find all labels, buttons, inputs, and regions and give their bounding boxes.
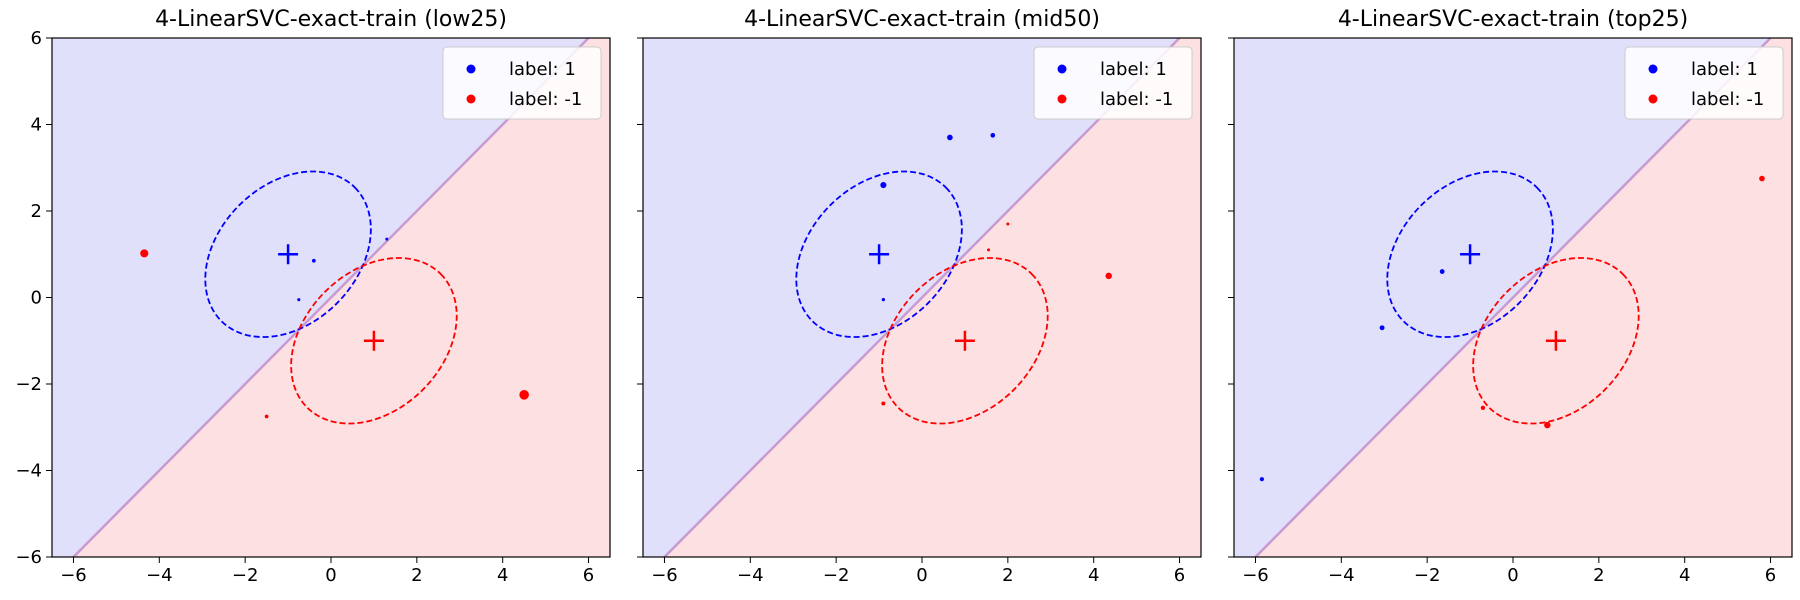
panel-2-x-tick-label-2: −4	[737, 565, 764, 586]
panel-2-x-tick-label-1: −6	[651, 565, 678, 586]
panel-2-class-center-1	[869, 244, 890, 265]
panel-2-x-tick-label-5: 2	[1002, 565, 1013, 586]
panel-2-legend-label-1: label: 1	[1100, 59, 1167, 80]
panel-1-x-tick-label-5: 2	[411, 565, 422, 586]
panel-1-title: 4-LinearSVC-exact-train (low25)	[155, 7, 507, 32]
panel-2-covariance-ellipse-2	[881, 257, 1049, 425]
panel-3-legend-label-2: label: -1	[1691, 89, 1764, 110]
panel-2-series-1-point-4	[881, 298, 886, 302]
panel-1-legend-box	[442, 46, 602, 120]
panel-1-x-tick-label-6: 4	[497, 565, 508, 586]
panel-2-title: 4-LinearSVC-exact-train (mid50)	[744, 7, 1100, 32]
panel-3-x-tick-label-4: 0	[1507, 565, 1518, 586]
panel-2-legend-label-2: label: -1	[1100, 89, 1173, 110]
panel-3-covariance-ellipse-1	[1386, 170, 1554, 338]
panel-2-series-1-point-1	[947, 134, 953, 141]
panel-2-series-2-point-2	[987, 248, 991, 252]
panel-1-series-1-point-1	[311, 258, 316, 263]
panel-1-x-tick-label-2: −4	[146, 565, 173, 586]
panel-1-y-tick-label-5: 2	[31, 201, 42, 222]
panel-3-x-tick-label-3: −2	[1414, 565, 1441, 586]
panel-1-class-center-2	[363, 330, 384, 351]
panel-3-title: 4-LinearSVC-exact-train (top25)	[1338, 7, 1688, 32]
panel-3-series-1-point-2	[1379, 325, 1385, 331]
panel-2-covariance-ellipse-1	[795, 170, 963, 338]
panel-1-x-tick-label-1: −6	[60, 565, 87, 586]
panel-2-series-1-point-2	[990, 133, 996, 138]
panel-3-class-center-1	[1460, 244, 1481, 265]
panel-2-series-1-point-3	[880, 181, 887, 189]
panel-2-series-2-point-1	[1006, 222, 1010, 226]
panel-2-class-center-2	[954, 330, 975, 351]
panel-3-legend: label: 1 label: -1	[1624, 46, 1784, 120]
panel-1-y-tick-label-6: 4	[31, 115, 42, 136]
panel-3-x-tick-label-7: 6	[1765, 565, 1776, 586]
panel-2-x-tick-label-4: 0	[916, 565, 927, 586]
panel-3-legend-label-1: label: 1	[1691, 59, 1758, 80]
panel-2: −6 −4 −2 0 2 4 6 4-LinearSVC-exact-train (mid50…	[637, 7, 1202, 586]
panel-1-series-1-point-2	[297, 298, 301, 302]
panel-1-legend-label-2: label: -1	[509, 89, 582, 110]
panel-3-x-tick-label-1: −6	[1242, 565, 1269, 586]
panel-1-series-2-point-2	[264, 414, 269, 419]
panel-3-covariance-ellipse-2	[1472, 257, 1640, 425]
panel-1-plot-area	[52, 38, 610, 557]
panel-3-series-1-point-1	[1439, 269, 1445, 274]
panel-2-series-2-point-3	[1105, 272, 1112, 280]
panel-1-legend-marker-2	[466, 94, 476, 104]
panel-1-legend-label-1: label: 1	[509, 59, 576, 80]
panel-2-legend: label: 1 label: -1	[1033, 46, 1193, 120]
panel-3-series-2-point-3	[1544, 421, 1551, 429]
panel-1-class-center-1	[278, 244, 299, 265]
panel-1-y-tick-label-7: 6	[31, 28, 42, 49]
panel-3-series-2-point-2	[1480, 405, 1486, 410]
panel-1-series-1-point-3	[385, 237, 389, 241]
panel-1-x-tick-label-3: −2	[232, 565, 259, 586]
panel-3-x-tick-label-2: −4	[1328, 565, 1355, 586]
panel-1: −6 −4 −2 0 2 4 6 −6 −4 −2 0 2 4 6 4-LinearSVC-exact-tr…	[15, 7, 611, 586]
panel-1-legend: label: 1 label: -1	[442, 46, 602, 120]
panel-1-series-2-point-1	[140, 249, 149, 258]
panel-2-x-tick-label-6: 4	[1088, 565, 1099, 586]
panel-3-legend-box	[1624, 46, 1784, 120]
panel-1-legend-marker-1	[466, 64, 476, 74]
panel-1-series-2-point-3	[519, 390, 529, 400]
panel-2-legend-marker-1	[1057, 64, 1067, 74]
panel-3-legend-marker-2	[1648, 94, 1658, 104]
panel-2-series-2-point-4	[881, 401, 886, 406]
panel-1-x-tick-label-7: 6	[583, 565, 594, 586]
panel-2-legend-marker-2	[1057, 94, 1067, 104]
panel-1-y-tick-label-1: −6	[15, 547, 42, 568]
panel-3: −6 −4 −2 0 2 4 6 4-LinearSVC-exact-train (top25…	[1228, 7, 1793, 586]
panel-1-covariance-ellipse-2	[290, 257, 458, 425]
panel-2-x-tick-label-3: −2	[823, 565, 850, 586]
panel-1-y-tick-label-2: −4	[15, 461, 42, 482]
panel-2-legend-box	[1033, 46, 1193, 120]
panel-1-x-tick-label-4: 0	[325, 565, 336, 586]
panel-3-series-2-point-1	[1759, 175, 1765, 182]
panel-1-y-tick-label-3: −2	[15, 374, 42, 395]
panel-1-covariance-ellipse-1	[204, 170, 372, 338]
panel-1-y-tick-label-4: 0	[31, 288, 42, 309]
panel-3-x-tick-label-5: 2	[1593, 565, 1604, 586]
panel-2-x-tick-label-7: 6	[1174, 565, 1185, 586]
panel-3-series-1-point-3	[1259, 477, 1264, 482]
panel-3-legend-marker-1	[1648, 64, 1658, 74]
panel-3-class-center-2	[1545, 330, 1566, 351]
panel-3-x-tick-label-6: 4	[1679, 565, 1690, 586]
